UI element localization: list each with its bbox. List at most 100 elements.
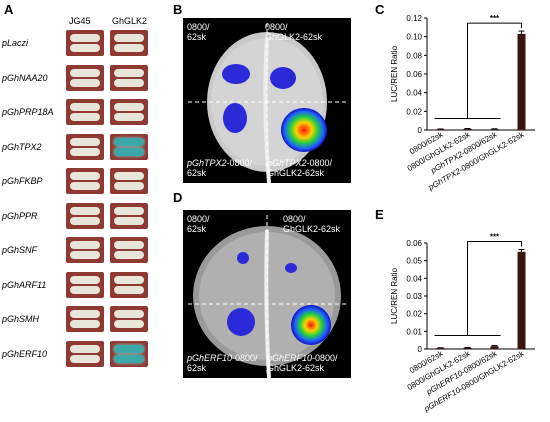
bar	[490, 129, 499, 130]
y-tick-label: 0.08	[406, 51, 422, 60]
y-axis-label: LUC/REN Ratio	[390, 267, 399, 324]
y-tick-label: 0.04	[406, 274, 422, 283]
seed	[114, 44, 144, 52]
seed-image-ghglk2	[110, 202, 148, 229]
seed	[70, 344, 100, 353]
seed-image-ghglk2	[110, 237, 148, 263]
seed-image-jg45	[66, 202, 104, 229]
seed	[70, 285, 100, 294]
seed	[114, 310, 144, 318]
leaf-b-label-top-right: 0800/ GhGLK2-62sk	[265, 22, 323, 42]
leaf-luminescence-d	[188, 215, 346, 378]
leaf-b-label-bottom-left: pGhTPX2-0800/ 62sk	[187, 158, 253, 178]
bar	[490, 346, 499, 349]
seed	[114, 68, 144, 77]
seed-image-ghglk2	[110, 168, 148, 194]
y-tick-label: 0.02	[406, 107, 422, 116]
seed	[114, 172, 144, 180]
panel-b-letter: B	[173, 2, 183, 17]
bar	[463, 347, 472, 349]
leaf-d-label-top-right: 0800/ GhGLK2-62sk	[283, 214, 341, 234]
chart-c: 0 0.02 0.04 0.06 0.08 0.10 0.12 LUC/REN Ratio 08…	[375, 10, 545, 200]
gene-label: pGhERF10	[2, 348, 48, 359]
panel-b-leaf-image: 0800/ 62sk 0800/ GhGLK2-62sk pGhTPX2-080…	[183, 18, 351, 183]
seed-image-jg45	[66, 133, 104, 160]
seed	[70, 113, 100, 121]
gene-label: pGhTPX2	[2, 141, 42, 152]
seed	[70, 320, 100, 328]
seed-image-jg45	[66, 271, 104, 298]
seed	[70, 103, 100, 111]
leaf-b-label-bottom-right: pGhTPX2-0800/ GhGLK2-62sk	[267, 158, 333, 178]
leaf-d-label-bottom-right: pGhERF10-0800/ GhGLK2-62sk	[267, 353, 338, 373]
seed	[70, 354, 100, 363]
seed	[70, 68, 100, 77]
panel-d-leaf-image: 0800/ 62sk 0800/ GhGLK2-62sk pGhERF10-08…	[183, 210, 351, 378]
seed	[70, 78, 100, 87]
seed	[114, 103, 144, 111]
seed	[114, 320, 144, 328]
seed-image-jg45	[66, 168, 104, 194]
bar	[517, 33, 526, 130]
seed	[114, 34, 144, 42]
seed	[70, 251, 100, 259]
seed	[70, 172, 100, 180]
significance-label: ***	[490, 14, 500, 23]
seed-image-jg45	[66, 340, 104, 367]
seed	[114, 354, 144, 363]
seed	[70, 241, 100, 249]
seed	[70, 137, 100, 146]
y-axis-label: LUC/REN Ratio	[390, 45, 399, 102]
gene-label: pGhPRP18A	[2, 107, 54, 117]
seed-image-ghglk2	[110, 306, 148, 332]
seed	[114, 78, 144, 87]
bar	[463, 128, 472, 130]
seed	[70, 182, 100, 190]
y-tick-label: 0.06	[406, 239, 422, 248]
gene-label: pLaczi	[2, 38, 29, 48]
y-tick-label: 0.01	[406, 327, 422, 336]
seed	[114, 182, 144, 190]
gene-label: pGhARF11	[2, 279, 47, 290]
seed-image-ghglk2	[110, 133, 148, 160]
gene-label: pGhSNF	[2, 245, 38, 255]
y-tick-label: 0.02	[406, 310, 422, 319]
leaf-b-label-top-left: 0800/ 62sk	[187, 22, 210, 42]
gene-label: pGhPPR	[2, 210, 38, 221]
bar	[517, 251, 526, 349]
seed-image-ghglk2	[110, 271, 148, 298]
column-header-ghglk2: GhGLK2	[112, 16, 148, 26]
bar	[436, 129, 445, 130]
seed	[70, 34, 100, 42]
seed-image-ghglk2	[110, 340, 148, 367]
seed	[70, 44, 100, 52]
significance-label: ***	[490, 233, 500, 242]
seed-image-ghglk2	[110, 99, 148, 125]
seed	[70, 275, 100, 284]
y-tick-label: 0	[418, 126, 423, 135]
leaf-d-label-top-left: 0800/ 62sk	[187, 214, 210, 234]
y-tick-label: 0.04	[406, 89, 422, 98]
seed-image-jg45	[66, 237, 104, 263]
y-tick-label: 0.03	[406, 292, 422, 301]
leaf-d-label-bottom-left: pGhERF10-0800/ 62sk	[187, 353, 258, 373]
seed-image-jg45	[66, 306, 104, 332]
gene-name: pGhERF10	[187, 353, 233, 363]
panel-c-letter: C	[375, 2, 385, 17]
y-tick-label: 0.05	[406, 257, 422, 266]
panel-d-letter: D	[173, 190, 183, 205]
y-tick-label: 0.06	[406, 70, 422, 79]
gene-label: pGhNAA20	[2, 72, 48, 83]
gene-label: pGhFKBP	[2, 176, 43, 186]
seed-image-jg45	[66, 99, 104, 125]
seed	[70, 310, 100, 318]
gene-name: pGhERF10	[267, 353, 313, 363]
y-tick-label: 0.10	[406, 33, 422, 42]
panel-e-letter: E	[375, 207, 384, 222]
column-header-jg45: JG45	[69, 16, 91, 26]
seed	[114, 344, 144, 353]
seed	[70, 206, 100, 215]
seed	[70, 147, 100, 156]
